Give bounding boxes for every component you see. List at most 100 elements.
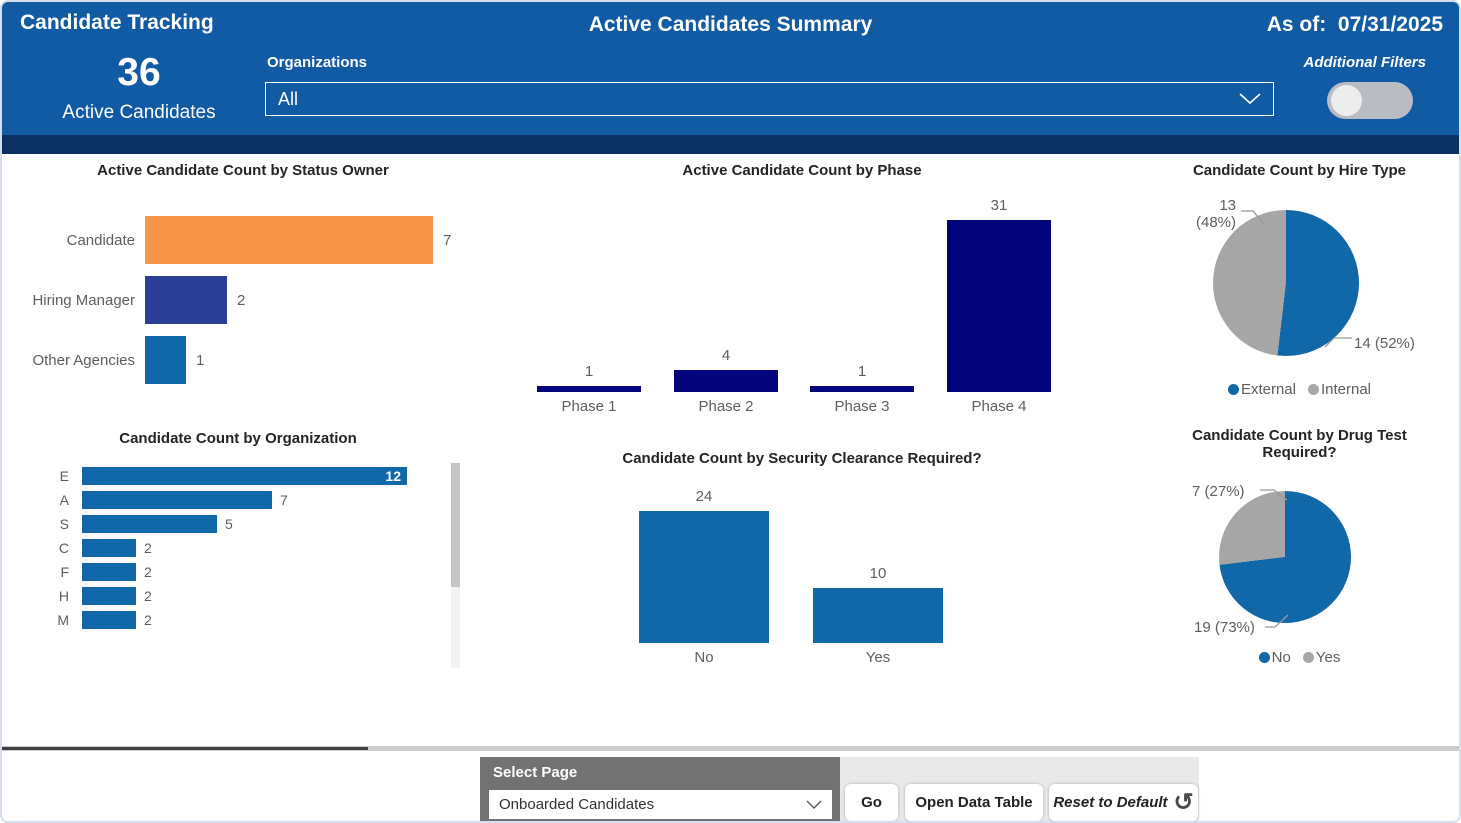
drug-test-pie[interactable] (1219, 491, 1351, 623)
open-data-table-button[interactable]: Open Data Table (905, 784, 1043, 821)
vertical-scrollbar[interactable] (451, 463, 460, 668)
value-label: 2 (144, 588, 152, 604)
bar-candidate[interactable] (145, 216, 433, 264)
category-label: Phase 3 (834, 398, 890, 415)
additional-filters-label: Additional Filters (1303, 54, 1426, 71)
value-label: 2 (144, 540, 152, 556)
chevron-down-icon (1239, 93, 1261, 105)
chevron-down-icon (806, 800, 822, 809)
open-data-table-label: Open Data Table (915, 794, 1033, 811)
value-label: 2 (144, 612, 152, 628)
category-label: E (59, 468, 69, 484)
category-label: Yes (865, 649, 891, 666)
chart-phase: Active Candidate Count by Phase 1 4 1 31… (492, 157, 1112, 419)
pie-callout-yes: 7 (27%) (1192, 483, 1245, 500)
value-label: 1 (857, 363, 867, 380)
pie-callout-internal: 13 (48%) (1195, 197, 1236, 231)
chart-title: Active Candidate Count by Status Owner (97, 162, 389, 179)
bar-phase-3[interactable] (810, 386, 914, 392)
chart-title: Candidate Count by Drug Test Required? (1192, 427, 1407, 461)
bar-row: E 12 (12, 467, 444, 485)
legend-item-internal[interactable]: Internal (1307, 381, 1372, 398)
value-label: 24 (695, 488, 713, 505)
category-label: No (694, 649, 714, 666)
category-label: M (57, 612, 69, 628)
dashboard-header: Candidate Tracking Active Candidates Sum… (2, 2, 1459, 135)
bar-org-c[interactable] (82, 539, 136, 557)
callout-line (1324, 337, 1352, 348)
legend-item-yes[interactable]: Yes (1302, 649, 1341, 666)
bar-org-f[interactable] (82, 563, 136, 581)
organizations-dropdown[interactable]: All (265, 82, 1274, 116)
bar-row: F 2 (12, 563, 444, 581)
pie-callout-external: 14 (52%) (1354, 335, 1415, 352)
chart-hire-type: Candidate Count by Hire Type 13 (48%) 14… (1152, 157, 1447, 412)
category-label: C (58, 540, 69, 556)
chart-title: Candidate Count by Hire Type (1192, 162, 1407, 179)
legend-label: No (1271, 649, 1291, 666)
reset-to-default-button[interactable]: Reset to Default ↺ (1049, 784, 1198, 821)
callout-line (1241, 210, 1265, 225)
bar-other-agencies[interactable] (145, 336, 186, 384)
legend-label: Yes (1315, 649, 1341, 666)
go-button[interactable]: Go (845, 784, 898, 821)
bar-org-a[interactable] (82, 491, 272, 509)
kpi-label: Active Candidates (62, 102, 216, 123)
additional-filters-toggle[interactable] (1327, 82, 1413, 119)
value-label: 12 (385, 468, 401, 484)
legend-item-no[interactable]: No (1258, 649, 1291, 666)
bar-phase-2[interactable] (674, 370, 778, 392)
bar-org-m[interactable] (82, 611, 136, 629)
bar-row: Candidate 7 (12, 216, 474, 264)
bar-hiring-manager[interactable] (145, 276, 227, 324)
callout-line (1260, 489, 1288, 501)
bar-row: A 7 (12, 491, 444, 509)
chart-title: Candidate Count by Security Clearance Re… (622, 450, 982, 467)
category-label: Hiring Manager (32, 291, 135, 309)
chart-security-clearance: Candidate Count by Security Clearance Re… (492, 442, 1112, 674)
legend-label: Internal (1320, 381, 1372, 398)
legend-item-external[interactable]: External (1227, 381, 1296, 398)
bar-row: H 2 (12, 587, 444, 605)
as-of-date: As of: 07/31/2025 (1266, 13, 1443, 36)
chart-title: Active Candidate Count by Phase (682, 162, 922, 179)
bar-org-h[interactable] (82, 587, 136, 605)
bar-org-e[interactable]: 12 (82, 467, 407, 485)
select-page-dropdown[interactable]: Onboarded Candidates (489, 790, 832, 819)
legend-dot-yes (1302, 652, 1314, 663)
select-page-dropdown-value: Onboarded Candidates (499, 796, 655, 813)
undo-icon: ↺ (1173, 788, 1194, 816)
bar-yes[interactable] (813, 588, 943, 643)
legend-dot-no (1258, 652, 1270, 663)
category-label: Other Agencies (32, 351, 135, 369)
go-button-label: Go (861, 794, 882, 811)
category-label: Phase 1 (561, 398, 617, 415)
bar-row: Hiring Manager 2 (12, 276, 474, 324)
value-label: 2 (237, 291, 246, 309)
value-label: 7 (443, 231, 452, 249)
chart-title: Candidate Count by Organization (119, 430, 357, 447)
category-label: A (59, 492, 69, 508)
select-page-label: Select Page (493, 764, 578, 781)
kpi-card: 36 Active Candidates (44, 50, 234, 124)
organizations-filter-label: Organizations (267, 54, 368, 71)
callout-line (1265, 614, 1289, 628)
value-label: 10 (869, 565, 887, 582)
bar-row: S 5 (12, 515, 444, 533)
scrollbar-thumb[interactable] (2, 747, 368, 750)
bar-no[interactable] (639, 511, 769, 643)
horizontal-scrollbar[interactable] (2, 746, 1459, 751)
bar-org-s[interactable] (82, 515, 217, 533)
bar-phase-4[interactable] (947, 220, 1051, 392)
page-title: Active Candidates Summary (588, 13, 873, 36)
value-label: 2 (144, 564, 152, 580)
scrollbar-thumb[interactable] (451, 463, 460, 587)
header-accent-strip (2, 135, 1459, 154)
value-label: 4 (721, 347, 731, 364)
legend-dot-internal (1307, 384, 1319, 395)
bar-phase-1[interactable] (537, 386, 641, 392)
value-label: 5 (225, 516, 233, 532)
hire-type-pie[interactable] (1213, 210, 1359, 356)
category-label: Candidate (66, 231, 135, 249)
category-label: Phase 2 (698, 398, 754, 415)
